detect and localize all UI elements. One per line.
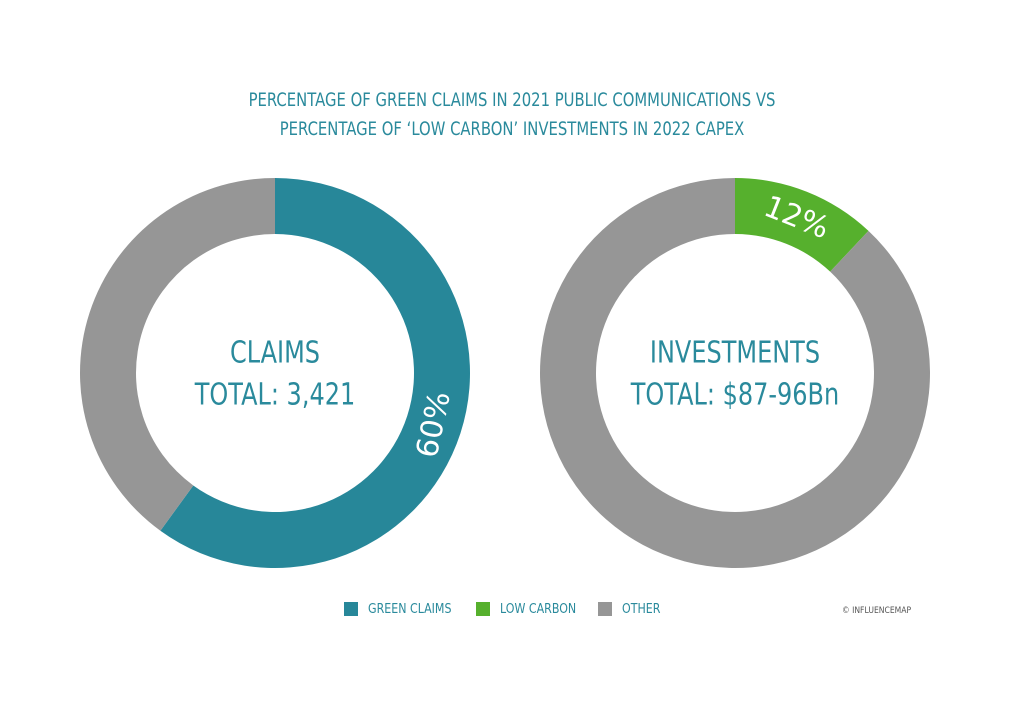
legend-swatch-other: [598, 602, 612, 616]
legend-swatch-low-carbon: [476, 602, 490, 616]
center-label-line-2-1: TOTAL: $87-96Bn: [630, 378, 839, 412]
chart-title: PERCENTAGE OF GREEN CLAIMS IN 2021 PUBLI…: [113, 86, 912, 144]
center-label-line-1-1: INVESTMENTS: [650, 336, 820, 370]
center-label-line-1-0: CLAIMS: [230, 336, 320, 370]
legend-label-low-carbon: LOW CARBON: [500, 601, 577, 617]
chart-title-line-1: PERCENTAGE OF GREEN CLAIMS IN 2021 PUBLI…: [248, 89, 776, 111]
legend-swatch-green-claims: [344, 602, 358, 616]
donut-slice-other-1: [540, 178, 930, 568]
donut-slice-other-0: [80, 178, 275, 531]
legend-item-low-carbon: LOW CARBON: [476, 599, 590, 619]
legend-label-other: OTHER: [622, 601, 661, 617]
center-label-line-2-0: TOTAL: 3,421: [194, 378, 355, 412]
legend: GREEN CLAIMS LOW CARBON OTHER: [0, 599, 1024, 619]
legend-item-other: OTHER: [598, 599, 667, 619]
donut-slice-green-claims-0: [160, 178, 471, 568]
legend-label-green-claims: GREEN CLAIMS: [368, 601, 452, 617]
chart-title-line-2: PERCENTAGE OF ‘LOW CARBON’ INVESTMENTS I…: [279, 118, 745, 140]
credit-text: © INFLUENCEMAP: [842, 606, 912, 616]
legend-item-green-claims: GREEN CLAIMS: [344, 599, 466, 619]
donut-slice-low-carbon-1: [735, 178, 869, 272]
